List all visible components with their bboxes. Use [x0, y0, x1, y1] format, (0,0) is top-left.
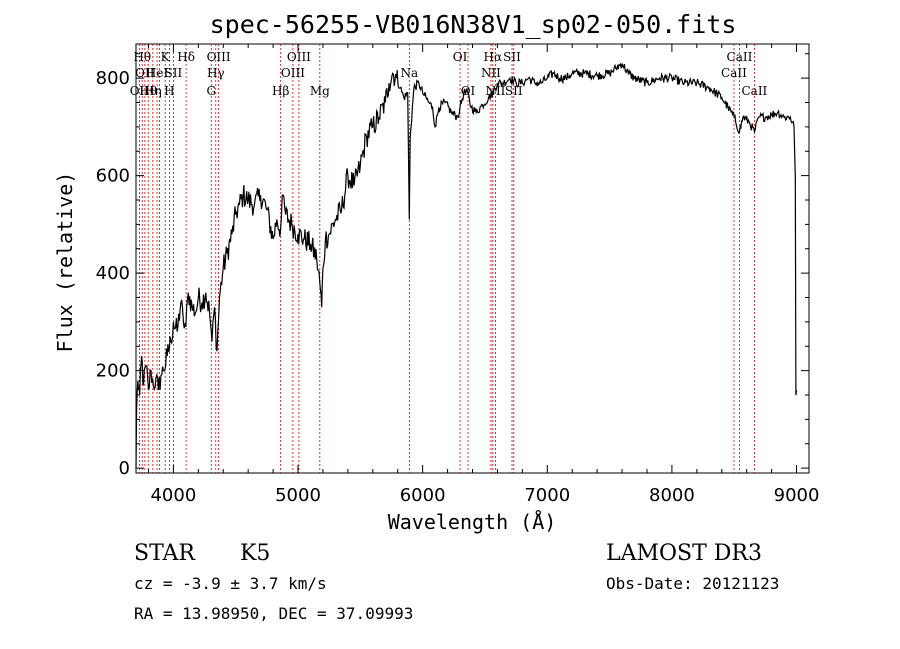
- line-marker-label: OIII: [207, 50, 231, 64]
- y-tick-label: 600: [96, 166, 130, 187]
- x-axis: 4000 5000 6000 7000 8000 9000: [147, 44, 820, 506]
- x-tick-label: 7000: [524, 485, 570, 506]
- line-marker-label: HeI: [146, 66, 169, 80]
- x-tick-label: 5000: [275, 485, 321, 506]
- line-marker-label: Na: [400, 66, 418, 80]
- line-marker-label: Hθ: [139, 84, 157, 98]
- line-marker-label: Hδ: [177, 50, 195, 64]
- line-marker-label: Hη: [144, 84, 162, 98]
- line-marker-labels: OIIHθOIIHθHηHeIKHSIIHδGHγOIIIHβOIIIOIIIM…: [130, 50, 768, 98]
- line-marker-label: SII: [165, 66, 183, 80]
- line-marker-label: H: [164, 84, 174, 98]
- line-marker-layer: [138, 44, 755, 473]
- survey-name: LAMOST DR3: [606, 541, 762, 566]
- spectrum-line: [135, 62, 798, 469]
- line-marker-label: K: [161, 50, 171, 64]
- line-marker-label: Hγ: [207, 66, 225, 80]
- line-marker-label: NII: [481, 66, 501, 80]
- y-tick-label: 200: [96, 361, 130, 382]
- line-marker-label: OII: [130, 84, 150, 98]
- x-axis-label: Wavelength (Å): [388, 510, 557, 534]
- line-marker-label: OIII: [287, 50, 311, 64]
- y-tick-label: 800: [96, 68, 130, 89]
- chart-title: spec-56255-VB016N38V1_sp02-050.fits: [210, 10, 737, 39]
- object-class: STAR: [134, 541, 196, 566]
- y-tick-label: 400: [96, 263, 130, 284]
- line-marker-label: CaII: [721, 66, 747, 80]
- x-tick-label: 6000: [400, 485, 446, 506]
- y-axis: 0 200 400 600 800: [96, 53, 809, 479]
- line-marker-label: SII: [503, 50, 521, 64]
- line-marker-label: Hα: [484, 50, 503, 64]
- line-marker-label: CaII: [727, 50, 753, 64]
- line-marker-label: OII: [135, 66, 155, 80]
- line-marker-label: CaII: [741, 84, 767, 98]
- line-marker-label: SII: [505, 84, 523, 98]
- line-marker-label: Mg: [310, 84, 330, 98]
- observation-date: Obs-Date: 20121123: [606, 574, 779, 593]
- x-tick-label: 4000: [150, 485, 196, 506]
- line-marker-label: Hθ: [133, 50, 151, 64]
- y-axis-label: Flux (relative): [53, 172, 77, 353]
- coordinates: RA = 13.98950, DEC = 37.09993: [134, 604, 413, 623]
- object-subclass: K5: [240, 541, 270, 566]
- y-tick-label: 0: [119, 458, 130, 479]
- x-tick-label: 9000: [774, 485, 820, 506]
- x-tick-label: 8000: [649, 485, 695, 506]
- line-marker-label: OIII: [281, 66, 305, 80]
- line-marker-label: OI: [461, 84, 476, 98]
- line-marker-label: G: [206, 84, 216, 98]
- redshift-velocity: cz = -3.9 ± 3.7 km/s: [134, 574, 327, 593]
- line-marker-label: OI: [453, 50, 468, 64]
- line-marker-label: Hβ: [272, 84, 289, 98]
